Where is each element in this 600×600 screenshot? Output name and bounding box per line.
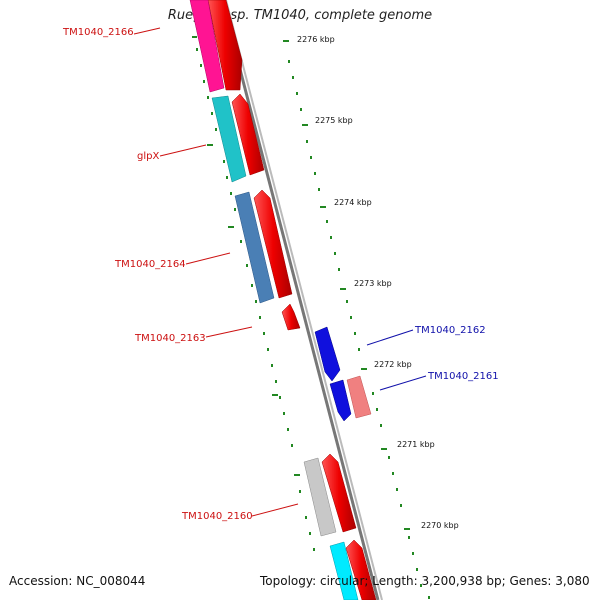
tick-2276: 2276 kbp xyxy=(283,35,335,44)
leader-line xyxy=(366,329,414,346)
leader-line xyxy=(159,144,207,157)
gene-label-tm1040-2160: TM1040_2160 xyxy=(181,511,253,522)
gene-label-tm1040-2162: TM1040_2162 xyxy=(414,325,486,336)
gene-labels: TM1040_2166 glpX TM1040_2164 TM1040_2163… xyxy=(62,27,499,522)
gene-tm1040-2166-feature xyxy=(189,0,225,93)
leader-line xyxy=(379,375,427,391)
leader-line xyxy=(133,27,161,35)
gene-label-tm1040-2166: TM1040_2166 xyxy=(62,27,134,38)
cds-feature xyxy=(207,0,243,91)
tick-2273: 2273 kbp xyxy=(340,279,392,290)
gene-features xyxy=(189,0,372,600)
gene-tm1040-2164-feature xyxy=(234,191,275,304)
cds-track xyxy=(207,0,377,600)
gene-label-tm1040-2163: TM1040_2163 xyxy=(134,333,206,344)
tick-track-outer xyxy=(288,60,430,599)
gene-glpx-feature xyxy=(211,95,247,183)
tick-2275: 2275 kbp xyxy=(302,116,353,126)
tick-2271: 2271 kbp xyxy=(381,440,435,450)
genome-title: Ruegeria sp. TM1040, complete genome xyxy=(167,8,433,23)
gene-tm1040-2160-feature xyxy=(303,457,337,537)
tick-label: 2273 kbp xyxy=(354,279,392,288)
gene-cyan-feature xyxy=(329,541,359,600)
tick-label: 2271 kbp xyxy=(397,440,435,449)
accession-label: Accession: NC_008044 xyxy=(9,574,146,588)
tick-2274: 2274 kbp xyxy=(320,198,372,208)
gene-tm1040-2162-feature xyxy=(314,326,341,382)
cds-feature xyxy=(253,189,293,299)
leader-line xyxy=(205,326,253,338)
tick-2272: 2272 kbp xyxy=(361,360,412,370)
tick-label: 2270 kbp xyxy=(421,521,459,530)
cds-feature xyxy=(321,453,357,533)
gene-label-glpx: glpX xyxy=(137,151,159,162)
cds-feature xyxy=(231,93,265,176)
cds-feature xyxy=(281,303,301,331)
gene-tm1040-2161-feature xyxy=(346,375,372,419)
tick-label: 2274 kbp xyxy=(334,198,372,207)
tick-track-inner xyxy=(192,36,315,551)
gene-tm1040-2162-feature-b xyxy=(329,379,352,422)
leader-line xyxy=(251,503,299,517)
leader-line xyxy=(185,252,231,265)
gene-label-tm1040-2161: TM1040_2161 xyxy=(427,371,499,382)
gene-label-tm1040-2164: TM1040_2164 xyxy=(114,259,186,270)
cds-feature xyxy=(345,539,377,600)
tick-2270: 2270 kbp xyxy=(404,521,459,530)
tick-label: 2275 kbp xyxy=(315,116,353,125)
genome-summary: Topology: circular; Length: 3,200,938 bp… xyxy=(260,574,590,588)
backbone xyxy=(220,0,383,600)
tick-label: 2276 kbp xyxy=(297,35,335,44)
tick-label: 2272 kbp xyxy=(374,360,412,369)
kbp-ticks: 2276 kbp 2275 kbp 2274 kbp 2273 kbp 2272… xyxy=(283,35,459,530)
